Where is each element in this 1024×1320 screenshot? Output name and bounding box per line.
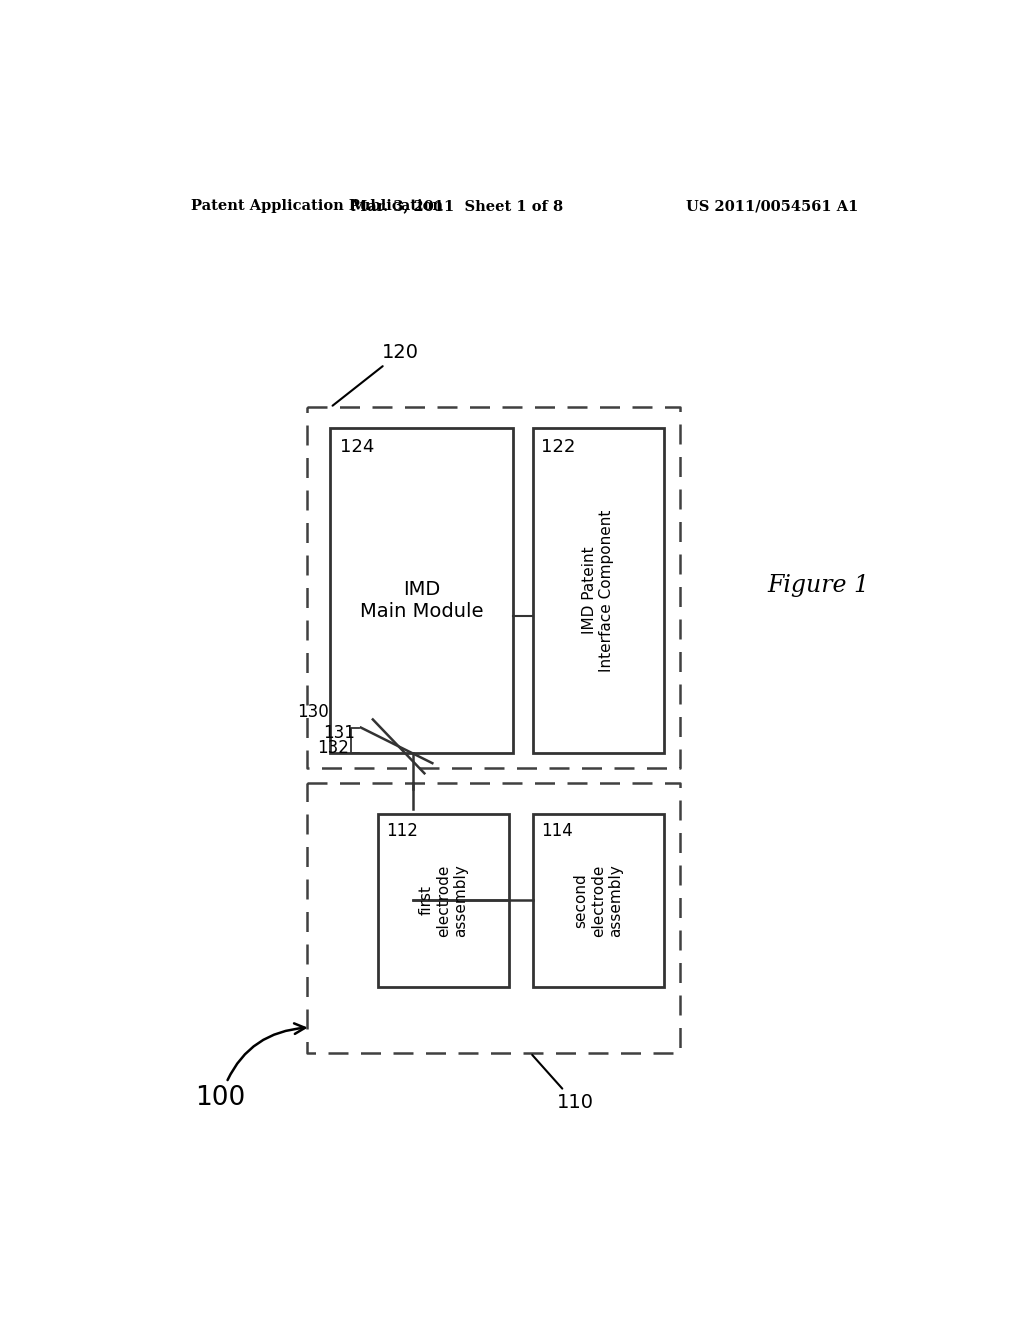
Text: first
electrode
assembly: first electrode assembly [419, 865, 468, 937]
Text: 110: 110 [532, 1055, 594, 1113]
Text: second
electrode
assembly: second electrode assembly [573, 865, 624, 937]
Text: 122: 122 [541, 438, 575, 455]
Text: Mar. 3, 2011  Sheet 1 of 8: Mar. 3, 2011 Sheet 1 of 8 [351, 199, 563, 213]
Text: 100: 100 [196, 1023, 305, 1111]
Bar [532, 428, 664, 752]
Text: 132: 132 [317, 739, 349, 756]
Bar [378, 814, 509, 987]
Text: 120: 120 [333, 343, 419, 405]
Text: 114: 114 [541, 822, 572, 840]
Text: 112: 112 [386, 822, 418, 840]
Bar [331, 428, 513, 752]
Text: 130: 130 [297, 704, 329, 721]
Text: Figure 1: Figure 1 [767, 574, 869, 597]
Text: 124: 124 [340, 438, 374, 455]
Text: US 2011/0054561 A1: US 2011/0054561 A1 [686, 199, 858, 213]
Text: 131: 131 [324, 723, 355, 742]
Text: IMD
Main Module: IMD Main Module [359, 579, 483, 620]
Text: Patent Application Publication: Patent Application Publication [191, 199, 443, 213]
Bar [532, 814, 664, 987]
Text: IMD Pateint
Interface Component: IMD Pateint Interface Component [582, 510, 614, 672]
